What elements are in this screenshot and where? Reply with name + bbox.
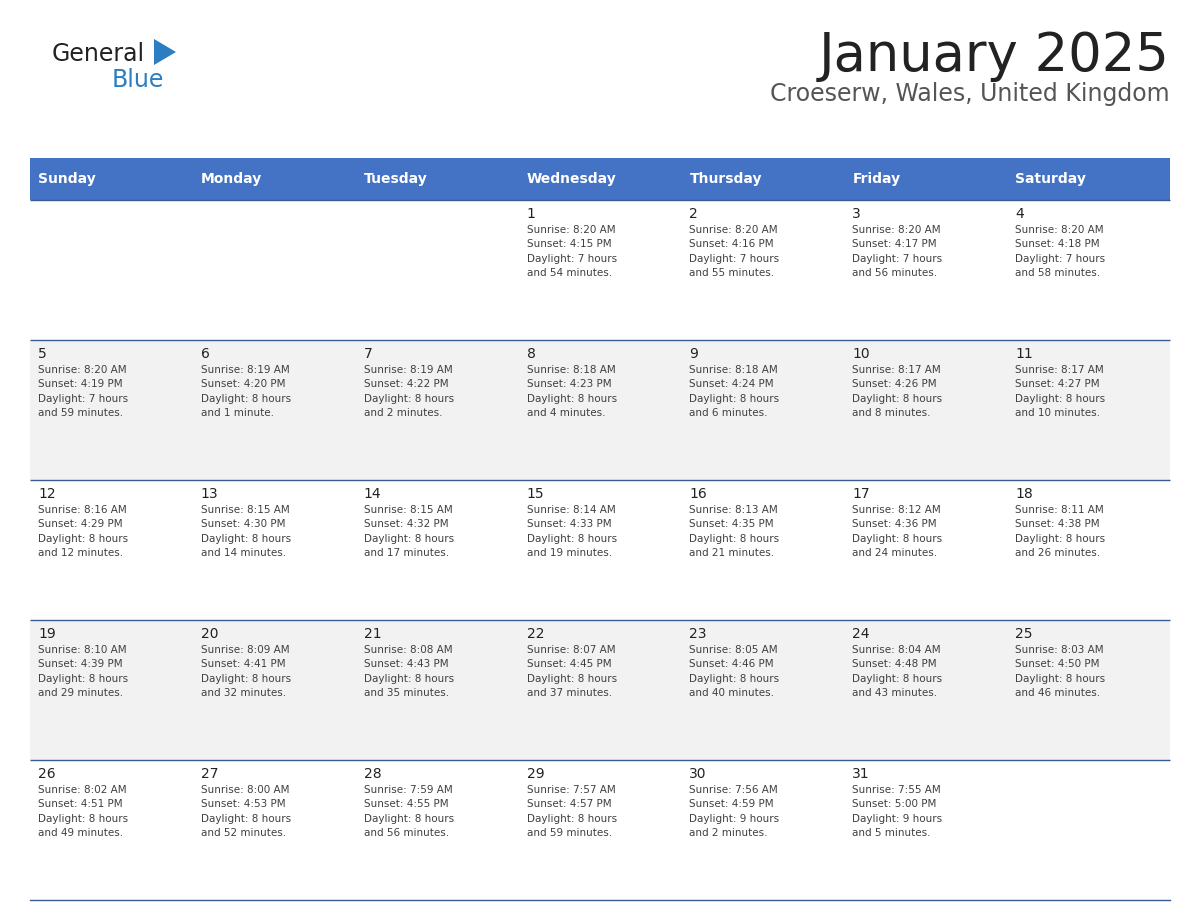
Text: Friday: Friday	[852, 172, 901, 186]
Text: 3: 3	[852, 207, 861, 221]
Text: 5: 5	[38, 347, 46, 361]
Bar	[30, 620, 1170, 760]
Text: Sunrise: 8:20 AM
Sunset: 4:16 PM
Daylight: 7 hours
and 55 minutes.: Sunrise: 8:20 AM Sunset: 4:16 PM Dayligh…	[689, 225, 779, 278]
Text: 7: 7	[364, 347, 373, 361]
Text: Sunrise: 8:18 AM
Sunset: 4:23 PM
Daylight: 8 hours
and 4 minutes.: Sunrise: 8:18 AM Sunset: 4:23 PM Dayligh…	[526, 365, 617, 419]
Bar	[845, 158, 1007, 200]
Bar	[192, 158, 355, 200]
Text: Sunrise: 8:08 AM
Sunset: 4:43 PM
Daylight: 8 hours
and 35 minutes.: Sunrise: 8:08 AM Sunset: 4:43 PM Dayligh…	[364, 645, 454, 699]
Text: 14: 14	[364, 487, 381, 501]
Text: Wednesday: Wednesday	[526, 172, 617, 186]
Text: General: General	[52, 42, 145, 66]
Bar	[30, 480, 1170, 620]
Text: Sunrise: 8:14 AM
Sunset: 4:33 PM
Daylight: 8 hours
and 19 minutes.: Sunrise: 8:14 AM Sunset: 4:33 PM Dayligh…	[526, 505, 617, 558]
Text: Sunrise: 8:10 AM
Sunset: 4:39 PM
Daylight: 8 hours
and 29 minutes.: Sunrise: 8:10 AM Sunset: 4:39 PM Dayligh…	[38, 645, 128, 699]
Text: 6: 6	[201, 347, 210, 361]
Bar	[30, 158, 192, 200]
Bar	[355, 158, 519, 200]
Text: Sunrise: 8:15 AM
Sunset: 4:30 PM
Daylight: 8 hours
and 14 minutes.: Sunrise: 8:15 AM Sunset: 4:30 PM Dayligh…	[201, 505, 291, 558]
Text: 19: 19	[38, 627, 56, 641]
Text: 1: 1	[526, 207, 536, 221]
Text: Sunrise: 8:05 AM
Sunset: 4:46 PM
Daylight: 8 hours
and 40 minutes.: Sunrise: 8:05 AM Sunset: 4:46 PM Dayligh…	[689, 645, 779, 699]
Text: 13: 13	[201, 487, 219, 501]
Text: Sunday: Sunday	[38, 172, 96, 186]
Text: Blue: Blue	[112, 68, 164, 92]
Text: Monday: Monday	[201, 172, 263, 186]
Text: 30: 30	[689, 767, 707, 781]
Bar	[30, 200, 1170, 340]
Text: 22: 22	[526, 627, 544, 641]
Text: Sunrise: 8:20 AM
Sunset: 4:18 PM
Daylight: 7 hours
and 58 minutes.: Sunrise: 8:20 AM Sunset: 4:18 PM Dayligh…	[1015, 225, 1105, 278]
Text: Croeserw, Wales, United Kingdom: Croeserw, Wales, United Kingdom	[770, 82, 1170, 106]
Text: 25: 25	[1015, 627, 1032, 641]
Text: Sunrise: 8:16 AM
Sunset: 4:29 PM
Daylight: 8 hours
and 12 minutes.: Sunrise: 8:16 AM Sunset: 4:29 PM Dayligh…	[38, 505, 128, 558]
Text: Sunrise: 7:55 AM
Sunset: 5:00 PM
Daylight: 9 hours
and 5 minutes.: Sunrise: 7:55 AM Sunset: 5:00 PM Dayligh…	[852, 785, 942, 838]
Text: Sunrise: 8:19 AM
Sunset: 4:20 PM
Daylight: 8 hours
and 1 minute.: Sunrise: 8:19 AM Sunset: 4:20 PM Dayligh…	[201, 365, 291, 419]
Text: 15: 15	[526, 487, 544, 501]
Text: 17: 17	[852, 487, 870, 501]
Text: Sunrise: 8:03 AM
Sunset: 4:50 PM
Daylight: 8 hours
and 46 minutes.: Sunrise: 8:03 AM Sunset: 4:50 PM Dayligh…	[1015, 645, 1105, 699]
Text: 20: 20	[201, 627, 219, 641]
Text: Sunrise: 8:20 AM
Sunset: 4:15 PM
Daylight: 7 hours
and 54 minutes.: Sunrise: 8:20 AM Sunset: 4:15 PM Dayligh…	[526, 225, 617, 278]
Text: Sunrise: 7:57 AM
Sunset: 4:57 PM
Daylight: 8 hours
and 59 minutes.: Sunrise: 7:57 AM Sunset: 4:57 PM Dayligh…	[526, 785, 617, 838]
Text: 18: 18	[1015, 487, 1032, 501]
Text: Tuesday: Tuesday	[364, 172, 428, 186]
Text: 9: 9	[689, 347, 699, 361]
Text: Sunrise: 8:11 AM
Sunset: 4:38 PM
Daylight: 8 hours
and 26 minutes.: Sunrise: 8:11 AM Sunset: 4:38 PM Dayligh…	[1015, 505, 1105, 558]
Bar	[1007, 158, 1170, 200]
Text: Sunrise: 8:12 AM
Sunset: 4:36 PM
Daylight: 8 hours
and 24 minutes.: Sunrise: 8:12 AM Sunset: 4:36 PM Dayligh…	[852, 505, 942, 558]
Text: Sunrise: 8:13 AM
Sunset: 4:35 PM
Daylight: 8 hours
and 21 minutes.: Sunrise: 8:13 AM Sunset: 4:35 PM Dayligh…	[689, 505, 779, 558]
Text: Sunrise: 8:15 AM
Sunset: 4:32 PM
Daylight: 8 hours
and 17 minutes.: Sunrise: 8:15 AM Sunset: 4:32 PM Dayligh…	[364, 505, 454, 558]
Text: Sunrise: 8:00 AM
Sunset: 4:53 PM
Daylight: 8 hours
and 52 minutes.: Sunrise: 8:00 AM Sunset: 4:53 PM Dayligh…	[201, 785, 291, 838]
Text: Sunrise: 8:17 AM
Sunset: 4:26 PM
Daylight: 8 hours
and 8 minutes.: Sunrise: 8:17 AM Sunset: 4:26 PM Dayligh…	[852, 365, 942, 419]
Polygon shape	[154, 39, 176, 65]
Text: 10: 10	[852, 347, 870, 361]
Text: 26: 26	[38, 767, 56, 781]
Text: Sunrise: 8:20 AM
Sunset: 4:17 PM
Daylight: 7 hours
and 56 minutes.: Sunrise: 8:20 AM Sunset: 4:17 PM Dayligh…	[852, 225, 942, 278]
Text: Sunrise: 7:56 AM
Sunset: 4:59 PM
Daylight: 9 hours
and 2 minutes.: Sunrise: 7:56 AM Sunset: 4:59 PM Dayligh…	[689, 785, 779, 838]
Text: 12: 12	[38, 487, 56, 501]
Text: 28: 28	[364, 767, 381, 781]
Text: 23: 23	[689, 627, 707, 641]
Text: January 2025: January 2025	[819, 30, 1170, 82]
Text: 8: 8	[526, 347, 536, 361]
Text: 11: 11	[1015, 347, 1032, 361]
Text: 31: 31	[852, 767, 870, 781]
Text: Sunrise: 8:18 AM
Sunset: 4:24 PM
Daylight: 8 hours
and 6 minutes.: Sunrise: 8:18 AM Sunset: 4:24 PM Dayligh…	[689, 365, 779, 419]
Bar	[519, 158, 682, 200]
Text: Sunrise: 8:02 AM
Sunset: 4:51 PM
Daylight: 8 hours
and 49 minutes.: Sunrise: 8:02 AM Sunset: 4:51 PM Dayligh…	[38, 785, 128, 838]
Text: Sunrise: 8:04 AM
Sunset: 4:48 PM
Daylight: 8 hours
and 43 minutes.: Sunrise: 8:04 AM Sunset: 4:48 PM Dayligh…	[852, 645, 942, 699]
Bar	[30, 340, 1170, 480]
Text: Sunrise: 8:20 AM
Sunset: 4:19 PM
Daylight: 7 hours
and 59 minutes.: Sunrise: 8:20 AM Sunset: 4:19 PM Dayligh…	[38, 365, 128, 419]
Bar	[682, 158, 845, 200]
Text: Sunrise: 8:19 AM
Sunset: 4:22 PM
Daylight: 8 hours
and 2 minutes.: Sunrise: 8:19 AM Sunset: 4:22 PM Dayligh…	[364, 365, 454, 419]
Text: Sunrise: 7:59 AM
Sunset: 4:55 PM
Daylight: 8 hours
and 56 minutes.: Sunrise: 7:59 AM Sunset: 4:55 PM Dayligh…	[364, 785, 454, 838]
Text: 27: 27	[201, 767, 219, 781]
Text: Sunrise: 8:17 AM
Sunset: 4:27 PM
Daylight: 8 hours
and 10 minutes.: Sunrise: 8:17 AM Sunset: 4:27 PM Dayligh…	[1015, 365, 1105, 419]
Text: 4: 4	[1015, 207, 1024, 221]
Text: 29: 29	[526, 767, 544, 781]
Text: Thursday: Thursday	[689, 172, 762, 186]
Bar	[30, 760, 1170, 900]
Text: Saturday: Saturday	[1015, 172, 1086, 186]
Text: 21: 21	[364, 627, 381, 641]
Text: 16: 16	[689, 487, 707, 501]
Text: 24: 24	[852, 627, 870, 641]
Text: Sunrise: 8:09 AM
Sunset: 4:41 PM
Daylight: 8 hours
and 32 minutes.: Sunrise: 8:09 AM Sunset: 4:41 PM Dayligh…	[201, 645, 291, 699]
Text: Sunrise: 8:07 AM
Sunset: 4:45 PM
Daylight: 8 hours
and 37 minutes.: Sunrise: 8:07 AM Sunset: 4:45 PM Dayligh…	[526, 645, 617, 699]
Text: 2: 2	[689, 207, 699, 221]
